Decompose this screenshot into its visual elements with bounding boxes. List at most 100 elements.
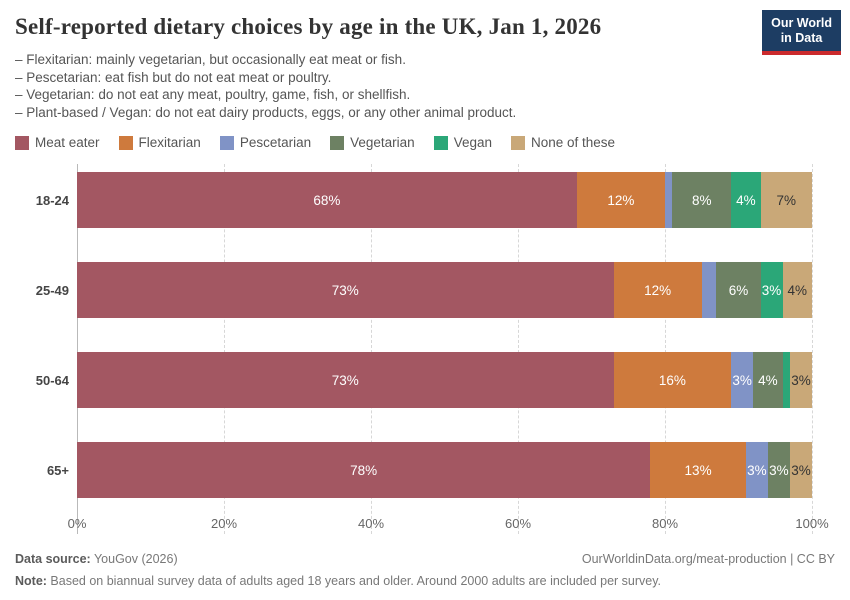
x-tick-label-100: 100% [795,516,829,531]
owid-logo-line1: Our World [771,16,832,30]
bar-row-18-24: 18-24 68% 12% 8% 4% 7% [36,172,812,228]
legend-item-vegetarian[interactable]: Vegetarian [330,135,415,150]
y-axis-label-50-64: 50-64 [35,372,69,388]
y-axis-label-65: 65+ [46,462,69,478]
segment-value-label: 4% [736,192,756,208]
y-axis-label-18-24: 18-24 [35,192,69,208]
segment-pescetarian-50-64[interactable]: 3% [731,352,754,408]
legend-swatch-meat-eater [15,135,29,150]
segment-pescetarian-65[interactable]: 3% [745,442,768,498]
data-source-line: Data source: YouGov (2026) [15,551,178,567]
segment-pescetarian-25-49[interactable] [701,262,717,318]
page-title: Self-reported dietary choices by age in … [15,14,602,39]
segment-value-label: 4% [787,282,808,298]
gridline-40 [371,164,372,534]
legend-label-vegan: Vegan [453,135,492,150]
segment-vegan-18-24[interactable]: 4% [731,172,761,228]
segment-meat-eater-25-49[interactable]: 73% [77,262,614,318]
segment-none-of-these-25-49[interactable]: 4% [782,262,812,318]
legend-item-vegan[interactable]: Vegan [433,135,492,150]
note-line: Note: Based on biannual survey data of a… [15,573,835,589]
data-source-value: YouGov (2026) [90,552,178,566]
segment-flexitarian-18-24[interactable]: 12% [576,172,665,228]
x-tick-label-80: 80% [651,516,679,531]
segment-meat-eater-18-24[interactable]: 68% [77,172,577,228]
segment-value-label: 3% [791,462,811,478]
segment-value-label: 4% [758,372,778,388]
definition-line-1: – Flexitarian: mainly vegetarian, but oc… [15,52,406,67]
bar-row-65: 65+ 78% 13% 3% 3% 3% [47,442,812,498]
y-axis-label-25-49: 25-49 [35,282,69,298]
segment-value-label: 12% [607,192,635,208]
legend-item-pescetarian[interactable]: Pescetarian [219,135,312,150]
definition-line-3: – Vegetarian: do not eat any meat, poult… [15,87,411,102]
legend-label-vegetarian: Vegetarian [350,135,415,150]
segment-value-label: 78% [350,462,378,478]
segment-value-label: 3% [791,372,811,388]
legend-swatch-vegetarian [330,135,345,150]
segment-value-label: 12% [644,282,672,298]
segment-none-of-these-50-64[interactable]: 3% [789,352,812,408]
owid-logo[interactable]: Our World in Data [762,10,841,55]
segment-vegan-50-64[interactable] [782,352,790,408]
segment-vegetarian-65[interactable]: 3% [767,442,790,498]
gridline-80 [665,164,666,534]
gridline-100 [812,164,813,534]
segment-value-label: 3% [732,372,752,388]
segment-value-label: 16% [658,372,686,388]
segment-value-label: 3% [769,462,789,478]
segment-meat-eater-50-64[interactable]: 73% [77,352,614,408]
segment-vegetarian-18-24[interactable]: 8% [672,172,732,228]
bar-row-25-49: 25-49 73% 12% 6% 3% 4% [36,262,812,318]
segment-value-label: 73% [331,372,359,388]
gridlines [77,164,813,534]
legend-swatch-pescetarian [219,135,234,150]
segment-vegan-25-49[interactable]: 3% [760,262,783,318]
definition-line-4: – Plant-based / Vegan: do not eat dairy … [15,104,517,120]
segment-flexitarian-65[interactable]: 13% [650,442,746,498]
legend-label-meat-eater: Meat eater [35,135,100,150]
segment-none-of-these-18-24[interactable]: 7% [760,172,812,228]
credit-link[interactable]: OurWorldinData.org/meat-production | CC … [581,552,835,566]
legend-label-pescetarian: Pescetarian [239,135,312,150]
segment-value-label: 8% [691,192,712,208]
legend-label-flexitarian: Flexitarian [138,135,201,150]
segment-none-of-these-65[interactable]: 3% [789,442,812,498]
segment-value-label: 68% [313,192,341,208]
note-label: Note: [15,574,47,588]
chart-subtitle-definitions: – Flexitarian: mainly vegetarian, but oc… [15,51,835,121]
segment-vegetarian-50-64[interactable]: 4% [753,352,783,408]
segment-flexitarian-25-49[interactable]: 12% [613,262,702,318]
legend-swatch-vegan [433,135,448,150]
definition-line-2: – Pescetarian: eat fish but do not eat m… [15,69,332,85]
owid-logo-line2: in Data [780,31,823,45]
x-tick-label-0: 0% [67,516,87,531]
gridline-20 [224,164,225,534]
segment-flexitarian-50-64[interactable]: 16% [613,352,732,408]
segment-value-label: 7% [776,192,796,208]
gridline-60 [518,164,519,534]
x-tick-label-60: 60% [504,516,532,531]
data-source-label: Data source: [15,552,91,566]
bar-rows: 18-24 68% 12% 8% 4% 7% 25-49 73% 12% 6% 3% 4% 50-64 7… [36,164,812,506]
bar-row-50-64: 50-64 73% 16% 3% 4% 3% [36,352,812,408]
x-axis: 0% 20% 40% 60% 80% 100% [68,512,829,534]
chart-legend: Meat eater Flexitarian Pescetarian Vegetari… [15,135,835,150]
x-tick-label-40: 40% [357,516,385,531]
legend-item-none-of-these[interactable]: None of these [510,135,616,150]
segment-value-label: 3% [761,282,782,298]
chart-footer: Data source: YouGov (2026) OurWorldinDat… [15,551,835,589]
segment-vegetarian-25-49[interactable]: 6% [716,262,761,318]
legend-swatch-none-of-these [510,135,525,150]
segment-value-label: 73% [331,282,359,298]
legend-item-flexitarian[interactable]: Flexitarian [118,135,201,150]
segment-value-label: 6% [728,282,749,298]
segment-pescetarian-18-24[interactable] [664,172,673,228]
legend-label-none-of-these: None of these [530,135,616,150]
legend-swatch-flexitarian [118,135,133,150]
gridline-0 [77,164,78,534]
segment-value-label: 3% [747,462,767,478]
legend-item-meat-eater[interactable]: Meat eater [15,135,100,150]
segment-meat-eater-65[interactable]: 78% [77,442,651,498]
